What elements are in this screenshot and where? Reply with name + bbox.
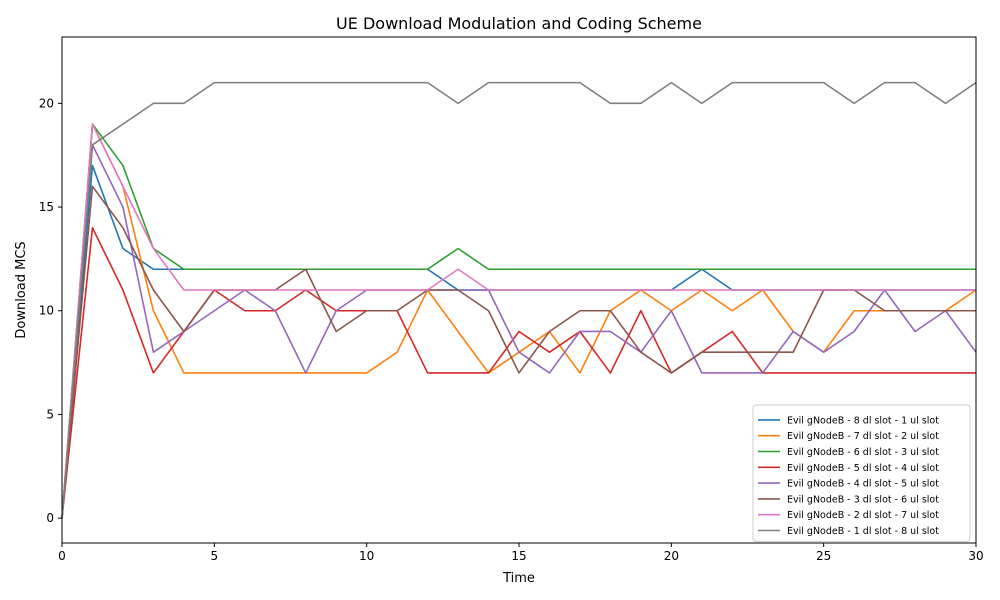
y-axis: 0 5 10 15 20: [39, 96, 62, 525]
series-line-8: [61, 81, 977, 519]
x-tick-label: 0: [58, 549, 66, 563]
x-axis-label: Time: [502, 571, 535, 586]
plot-lines: [61, 81, 977, 519]
legend-label-3: Evil gNodeB - 6 dl slot - 3 ul slot: [787, 447, 939, 458]
y-tick-label: 20: [39, 96, 54, 110]
legend-label-2: Evil gNodeB - 7 dl slot - 2 ul slot: [787, 431, 939, 442]
series-line-7: [61, 123, 976, 519]
x-tick-label: 25: [816, 549, 831, 563]
y-tick-label: 5: [46, 407, 54, 421]
legend-label-1: Evil gNodeB - 8 dl slot - 1 ul slot: [787, 415, 939, 426]
x-tick-label: 30: [968, 549, 983, 563]
legend-label-4: Evil gNodeB - 5 dl slot - 4 ul slot: [787, 463, 939, 474]
x-tick-label: 5: [211, 549, 219, 563]
legend-label-6: Evil gNodeB - 3 dl slot - 6 ul slot: [787, 494, 939, 505]
legend-label-8: Evil gNodeB - 1 dl slot - 8 ul slot: [787, 526, 939, 537]
legend-box: [752, 404, 971, 542]
y-tick-label: 0: [46, 511, 54, 525]
series-line-3: [61, 123, 976, 519]
x-tick-label: 10: [359, 549, 374, 563]
y-axis-label: Download MCS: [14, 241, 29, 338]
series-line-5: [61, 144, 977, 519]
x-tick-label: 20: [664, 549, 679, 563]
y-tick-label: 10: [39, 304, 54, 318]
legend: Evil gNodeB - 8 dl slot - 1 ul slot Evil …: [752, 404, 971, 542]
legend-label-5: Evil gNodeB - 4 dl slot - 5 ul slot: [787, 479, 939, 490]
legend-label-7: Evil gNodeB - 2 dl slot - 7 ul slot: [787, 510, 939, 521]
x-axis: 0 5 10 15 20 25 30: [58, 543, 984, 563]
y-tick-label: 15: [39, 200, 54, 214]
chart-title: UE Download Modulation and Coding Scheme: [336, 14, 702, 33]
x-tick-label: 15: [511, 549, 526, 563]
